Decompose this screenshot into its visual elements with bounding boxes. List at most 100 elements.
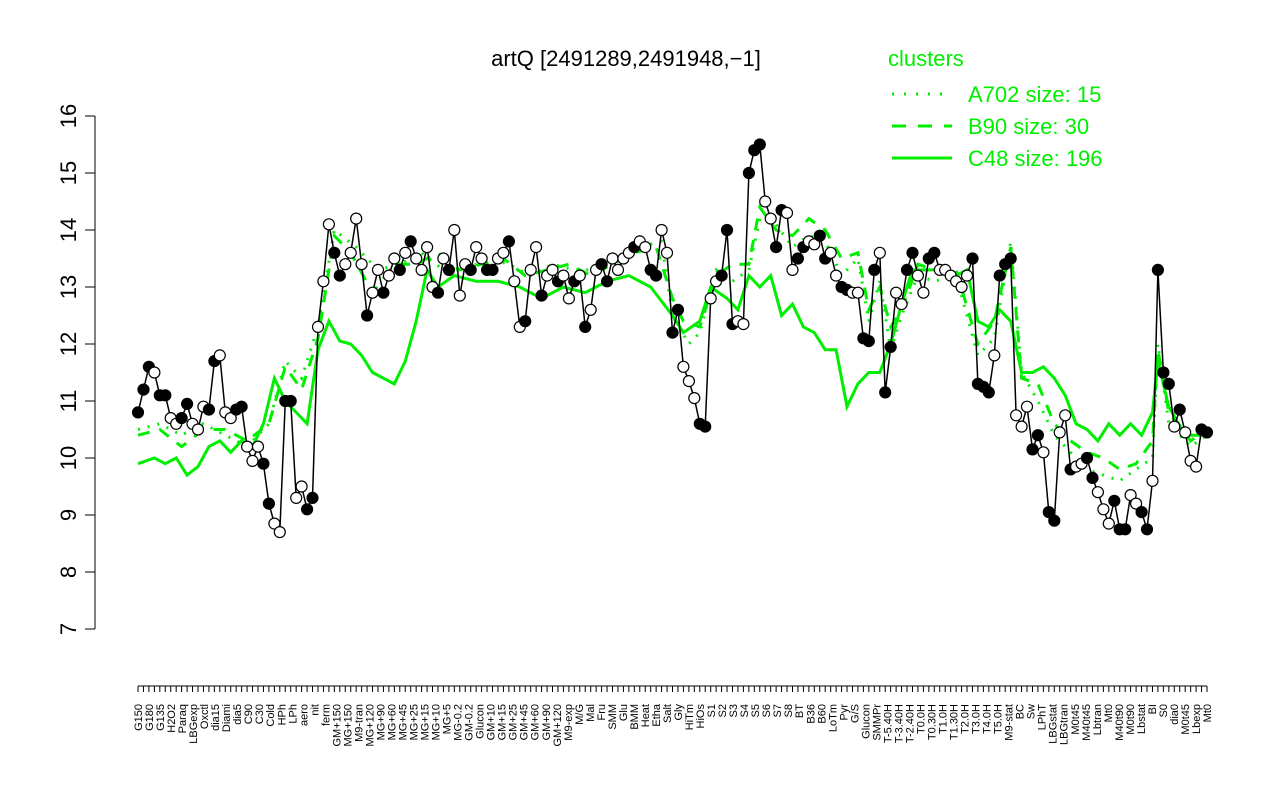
data-point-open — [508, 275, 521, 288]
data-point-open — [448, 223, 461, 237]
x-tick-label: S1 — [706, 704, 718, 717]
data-point-filled — [1200, 426, 1214, 439]
x-tick-label: Sw — [1026, 704, 1038, 719]
x-tick-label: GM-0.2 — [464, 704, 476, 741]
x-tick-label: Lbstat — [1136, 704, 1148, 734]
x-tick-label: M9-tran — [353, 704, 365, 742]
x-tick-label: GM+90 — [541, 704, 553, 740]
x-tick-label: Glu — [618, 704, 630, 721]
data-point-filled — [301, 503, 314, 516]
y-tick-label: 13 — [56, 275, 81, 299]
x-tick-label: S2 — [717, 704, 729, 717]
data-point-open — [290, 491, 303, 504]
x-tick-label: G/S — [849, 704, 861, 723]
data-point-filled — [284, 394, 297, 408]
data-point-filled — [361, 309, 374, 322]
data-point-filled — [1140, 523, 1154, 536]
legend: clusters A702 size: 15 B90 size: 30 C48 … — [888, 46, 1103, 171]
data-point-open — [344, 246, 357, 259]
series-line-dashed — [137, 203, 1208, 472]
x-tick-label: S8 — [783, 704, 795, 717]
data-point-filled — [791, 252, 805, 265]
x-tick-label: aero — [298, 704, 310, 726]
x-tick-label: Mt0 — [1202, 704, 1214, 722]
data-point-filled — [595, 258, 608, 271]
data-point-open — [1020, 400, 1034, 413]
chart-title: artQ [2491289,2491948,−1] — [491, 46, 761, 71]
data-point-open — [191, 423, 205, 436]
data-point-open — [273, 525, 286, 539]
data-point-filled — [666, 326, 679, 339]
legend-label-b90: B90 size: 30 — [968, 114, 1089, 139]
data-point-open — [573, 269, 586, 282]
data-point-open — [213, 349, 226, 362]
x-tick-label: dia5 — [232, 704, 244, 725]
data-point-open — [382, 269, 395, 282]
x-tick-label: MG+150 — [342, 704, 354, 747]
data-point-open — [824, 246, 837, 259]
data-point-open — [371, 263, 385, 276]
data-point-filled — [257, 457, 270, 470]
data-point-open — [148, 366, 161, 379]
x-tick-label: Oxctl — [199, 704, 211, 729]
data-point-open — [808, 238, 821, 251]
data-point-filled — [1108, 494, 1121, 507]
data-point-open — [453, 289, 466, 302]
x-tick-label: BT — [794, 704, 806, 718]
series-line-dotted — [137, 216, 1208, 483]
data-point-open — [917, 286, 930, 299]
data-point-filled — [982, 386, 995, 399]
data-point-open — [251, 440, 265, 453]
x-tick-label: MG+45 — [397, 704, 409, 740]
x-tick-label: MG+120 — [364, 704, 376, 747]
data-point-filled — [900, 263, 914, 276]
x-tick-label: B36 — [805, 704, 817, 724]
data-point-filled — [377, 286, 390, 299]
data-point-open — [955, 280, 968, 294]
x-tick-label: S5 — [750, 704, 762, 717]
data-point-filled — [181, 397, 194, 410]
x-tick-label: T1.0H — [938, 704, 950, 734]
x-tick-label: T-2.40H — [904, 704, 916, 743]
data-point-open — [1146, 474, 1159, 487]
data-point-filled — [813, 229, 826, 242]
y-tick-label: 8 — [56, 566, 81, 578]
data-point-filled — [1080, 451, 1094, 465]
x-tick-label: GM+150 — [331, 704, 343, 747]
x-tick-label: SMM — [607, 704, 619, 730]
data-point-filled — [884, 340, 897, 353]
data-point-filled — [1086, 471, 1099, 484]
data-point-open — [1053, 426, 1066, 439]
data-point-open — [410, 252, 423, 265]
x-tick-label: M/G — [574, 704, 586, 725]
data-point-open — [704, 292, 717, 305]
data-point-filled — [715, 269, 728, 282]
x-tick-label: G150 — [133, 704, 145, 731]
data-point-filled — [486, 263, 499, 276]
data-point-open — [1009, 409, 1023, 422]
data-point-open — [475, 252, 488, 265]
data-point-filled — [649, 269, 663, 282]
data-point-filled — [235, 400, 248, 413]
x-tick-label: S0 — [1158, 704, 1170, 717]
data-point-open — [355, 258, 368, 271]
data-point-open — [895, 298, 908, 311]
x-tick-label: GM+120 — [552, 704, 564, 747]
x-tick-label: C90 — [243, 704, 255, 724]
x-tick-label: LBGstat — [1048, 704, 1060, 744]
data-point-open — [851, 286, 865, 299]
data-point-filled — [502, 235, 515, 248]
data-point-filled — [906, 246, 919, 259]
data-point-filled — [579, 320, 592, 333]
y-tick-label: 11 — [56, 390, 81, 413]
data-point-filled — [442, 263, 455, 276]
data-point-filled — [742, 166, 756, 180]
data-point-filled — [131, 406, 145, 419]
data-point-open — [584, 303, 597, 316]
x-tick-label: G135 — [155, 704, 167, 731]
y-tick-label: 9 — [56, 509, 81, 521]
x-tick-label: T-3.40H — [893, 704, 905, 743]
data-point-open — [911, 269, 925, 282]
data-point-open — [246, 454, 259, 467]
